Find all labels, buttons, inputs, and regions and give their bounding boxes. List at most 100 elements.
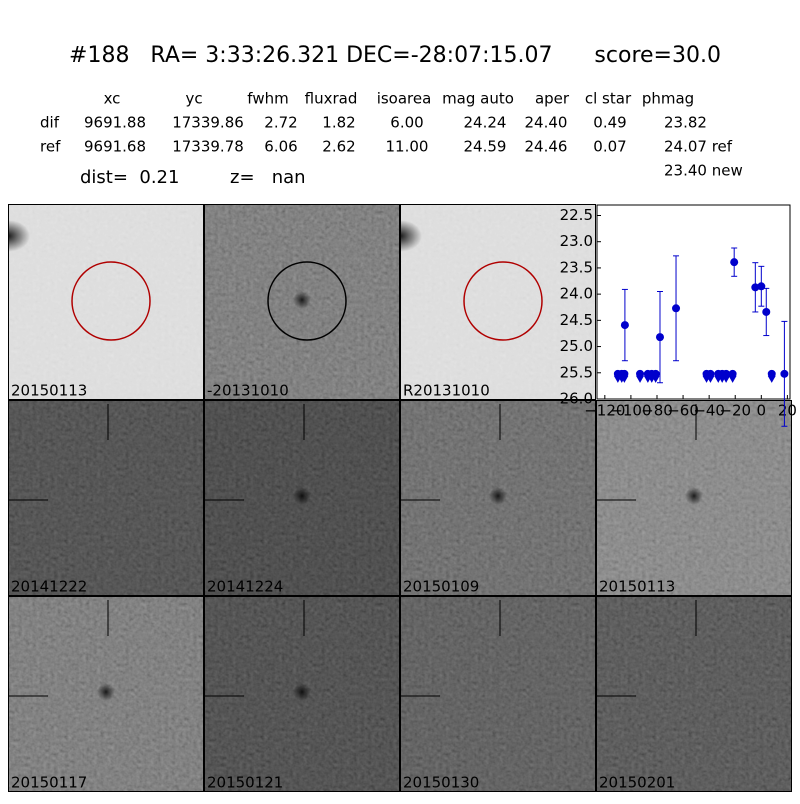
stamp: 20150117 (8, 596, 204, 792)
x-tick-label: −20 (719, 402, 751, 420)
stamp-frame (400, 400, 596, 596)
stamp-frame (204, 596, 400, 792)
stamp-label: 20141222 (11, 578, 87, 596)
column-header: fwhm (247, 90, 288, 108)
z: z= nan (230, 167, 306, 188)
stamp-frame (8, 596, 204, 792)
limit-marker (651, 375, 660, 383)
stamp-label: 20150113 (11, 382, 87, 400)
stamp: 20150109 (400, 400, 596, 596)
stamp-label: -20131010 (207, 382, 289, 400)
point (672, 304, 681, 313)
column-header: yc (185, 90, 202, 108)
stamp-noise (8, 204, 204, 400)
stamp-frame (8, 400, 204, 596)
cell: 6.06 (264, 138, 297, 156)
source (293, 683, 311, 701)
x-tick-label: −40 (693, 402, 725, 420)
cell: 24.59 (464, 138, 507, 156)
point (620, 321, 629, 330)
x-tick-label: 20 (778, 402, 797, 420)
row-label: ref (40, 138, 61, 156)
stamp: 20141224 (204, 400, 400, 596)
x-tick-label: −100 (610, 402, 651, 420)
cell: 23.82 (664, 114, 707, 132)
y-tick-label: 22.5 (560, 206, 593, 224)
stamps: 20150113 -20131010 R20131010 20141222 201412… (8, 204, 792, 792)
stamp-label: 20150113 (599, 578, 675, 596)
column-header: aper (535, 90, 570, 108)
y-tick-label: 23.0 (560, 232, 593, 250)
y-tick-label: 25.0 (560, 337, 593, 355)
source (97, 683, 115, 701)
point (780, 369, 789, 378)
stamp: -20131010 (204, 204, 400, 400)
stamp-frame (596, 596, 792, 792)
x-tick-label: −60 (667, 402, 699, 420)
cell: 2.72 (264, 114, 297, 132)
stamp-label: R20131010 (403, 382, 490, 400)
limit-marker (620, 375, 629, 383)
point (751, 283, 760, 292)
source (293, 487, 311, 505)
stamp: R20131010 (400, 204, 596, 400)
limit-marker (706, 375, 715, 383)
cell: 24.40 (525, 114, 568, 132)
cell: 6.00 (390, 114, 423, 132)
cell: 1.82 (322, 114, 355, 132)
aperture (71, 261, 151, 341)
x-tick-label: 0 (757, 402, 767, 420)
column-header: mag auto (442, 90, 514, 108)
stamp-label: 20141224 (207, 578, 283, 596)
stamp-frame (400, 596, 596, 792)
stamp: 20141222 (8, 400, 204, 596)
limit-marker (636, 375, 645, 383)
source (685, 487, 703, 505)
stamp-label: 20150109 (403, 578, 479, 596)
aperture (267, 261, 347, 341)
stamp: 20150113 (8, 204, 204, 400)
point (655, 333, 664, 342)
cell: 17339.78 (172, 138, 244, 156)
row-label: dif (40, 114, 60, 132)
stamp-frame (204, 400, 400, 596)
new-mag: 23.40 new (664, 162, 743, 180)
limit-marker (728, 375, 737, 383)
stamp-frame (596, 400, 792, 596)
stamp: 20150201 (596, 596, 792, 792)
x-tick-label: −120 (584, 402, 625, 420)
light-curve: 22.5 23.0 23.5 24.0 24.5 25.0 25.5 26.0−120−100… (560, 204, 797, 427)
galaxy (8, 220, 30, 252)
stamp-noise (400, 596, 596, 792)
column-header: phmag (642, 90, 694, 108)
column-header: fluxrad (305, 90, 358, 108)
column-header: isoarea (377, 90, 432, 108)
source (293, 291, 311, 309)
stamp-label: 20150117 (11, 774, 87, 792)
point (762, 307, 771, 316)
stamp-noise (596, 596, 792, 792)
title: #188 RA= 3:33:26.321 DEC=-28:07:15.07 sc… (69, 43, 721, 68)
cell: 9691.88 (84, 114, 146, 132)
stamp-frame (204, 204, 400, 400)
dist: dist= 0.21 (80, 167, 179, 188)
stamp: 20150130 (400, 596, 596, 792)
cell: 24.46 (525, 138, 568, 156)
stamp-label: 20150121 (207, 774, 283, 792)
x-tick-label: −80 (641, 402, 673, 420)
point (757, 282, 766, 291)
aperture (463, 261, 543, 341)
cell: 0.49 (593, 114, 626, 132)
cell: 0.07 (593, 138, 626, 156)
cell: 24.07 ref (664, 138, 733, 156)
column-header: xc (104, 90, 121, 108)
plot-area (596, 204, 791, 400)
cell: 17339.86 (172, 114, 244, 132)
limit-marker (767, 375, 776, 383)
column-header: cl star (585, 90, 632, 108)
stamp: 20150121 (204, 596, 400, 792)
stamp-frame (8, 204, 204, 400)
y-tick-label: 25.5 (560, 363, 593, 381)
cell: 24.24 (464, 114, 507, 132)
